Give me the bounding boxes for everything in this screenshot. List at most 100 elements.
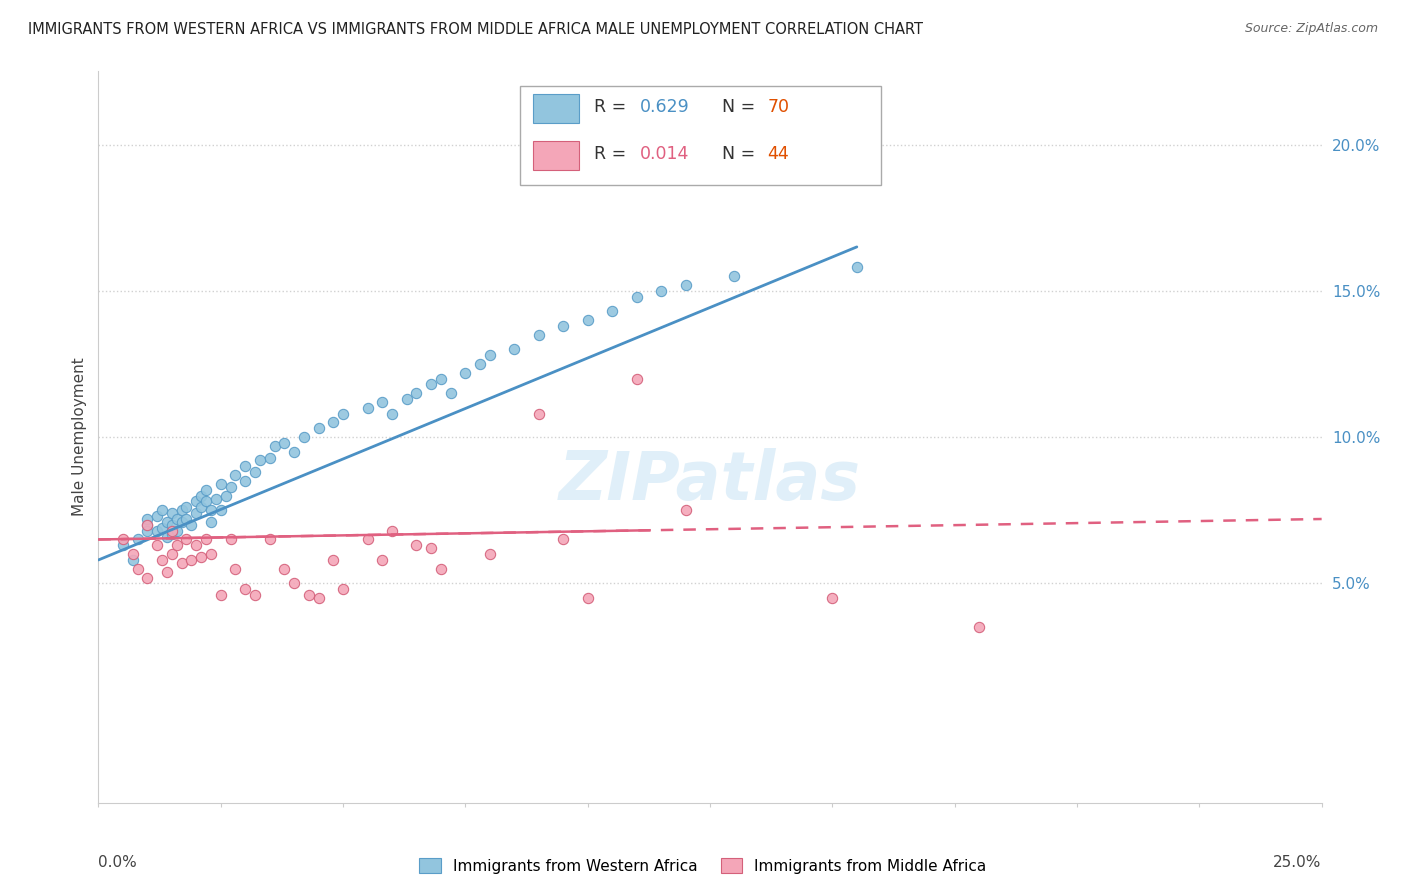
Point <box>146 509 169 524</box>
Text: ZIPatlas: ZIPatlas <box>560 448 860 514</box>
Point <box>308 591 330 605</box>
Point <box>160 526 183 541</box>
Point <box>527 327 550 342</box>
Point <box>243 588 266 602</box>
Point <box>166 524 188 538</box>
Point <box>430 562 453 576</box>
Point <box>121 547 143 561</box>
Point <box>190 489 212 503</box>
Point <box>156 515 179 529</box>
Point <box>186 494 208 508</box>
Point <box>233 582 256 597</box>
Point <box>468 357 491 371</box>
Point <box>180 553 202 567</box>
Point <box>967 620 990 634</box>
Point <box>454 366 477 380</box>
Point <box>243 465 266 479</box>
Point <box>156 565 179 579</box>
Point <box>308 421 330 435</box>
Text: N =: N = <box>723 98 761 116</box>
Point <box>127 533 149 547</box>
Text: Source: ZipAtlas.com: Source: ZipAtlas.com <box>1244 22 1378 36</box>
Point <box>553 318 575 333</box>
FancyBboxPatch shape <box>533 94 579 123</box>
Point <box>214 489 236 503</box>
Point <box>430 371 453 385</box>
Point <box>209 476 232 491</box>
Point <box>166 512 188 526</box>
Point <box>420 377 443 392</box>
Point <box>111 538 134 552</box>
Point <box>150 553 173 567</box>
Point <box>136 517 159 532</box>
Point <box>136 512 159 526</box>
Point <box>283 444 305 458</box>
Point <box>273 436 295 450</box>
Point <box>675 277 697 292</box>
Point <box>405 386 427 401</box>
Point <box>371 553 394 567</box>
Point <box>176 512 198 526</box>
Point <box>200 547 222 561</box>
Point <box>170 515 193 529</box>
Point <box>170 556 193 570</box>
Point <box>626 371 648 385</box>
Point <box>195 483 218 497</box>
Text: 0.629: 0.629 <box>640 98 690 116</box>
Point <box>263 439 285 453</box>
Text: R =: R = <box>593 145 631 163</box>
Point <box>195 533 218 547</box>
Point <box>322 553 344 567</box>
FancyBboxPatch shape <box>520 86 882 185</box>
Point <box>553 123 575 137</box>
Point <box>292 430 315 444</box>
Point <box>136 517 159 532</box>
Point <box>111 533 134 547</box>
Point <box>356 533 378 547</box>
Point <box>160 524 183 538</box>
Point <box>478 348 501 362</box>
Point <box>405 538 427 552</box>
Point <box>371 395 394 409</box>
Point <box>527 407 550 421</box>
Point <box>503 343 526 357</box>
Point <box>440 386 463 401</box>
Point <box>166 538 188 552</box>
Point <box>233 459 256 474</box>
Point <box>205 491 228 506</box>
Text: 25.0%: 25.0% <box>1274 855 1322 871</box>
Point <box>176 500 198 515</box>
Text: 0.0%: 0.0% <box>98 855 138 871</box>
Point <box>322 416 344 430</box>
Text: N =: N = <box>723 145 761 163</box>
FancyBboxPatch shape <box>533 141 579 170</box>
Text: 0.014: 0.014 <box>640 145 690 163</box>
Point <box>190 549 212 564</box>
Point <box>150 503 173 517</box>
Point <box>553 533 575 547</box>
Point <box>190 500 212 515</box>
Point <box>283 576 305 591</box>
Point <box>821 591 844 605</box>
Point <box>420 541 443 556</box>
Point <box>381 524 404 538</box>
Point <box>170 503 193 517</box>
Point <box>146 524 169 538</box>
Text: 44: 44 <box>768 145 789 163</box>
Point <box>200 503 222 517</box>
Point <box>195 494 218 508</box>
Point <box>219 480 242 494</box>
Point <box>259 450 281 465</box>
Point <box>146 538 169 552</box>
Text: 70: 70 <box>768 98 790 116</box>
Point <box>298 588 321 602</box>
Point <box>136 524 159 538</box>
Point <box>675 503 697 517</box>
Point <box>356 401 378 415</box>
Legend: Immigrants from Western Africa, Immigrants from Middle Africa: Immigrants from Western Africa, Immigran… <box>413 852 993 880</box>
Text: IMMIGRANTS FROM WESTERN AFRICA VS IMMIGRANTS FROM MIDDLE AFRICA MALE UNEMPLOYMEN: IMMIGRANTS FROM WESTERN AFRICA VS IMMIGR… <box>28 22 924 37</box>
Point <box>723 269 745 284</box>
Point <box>249 453 271 467</box>
Point <box>233 474 256 488</box>
Point <box>224 562 246 576</box>
